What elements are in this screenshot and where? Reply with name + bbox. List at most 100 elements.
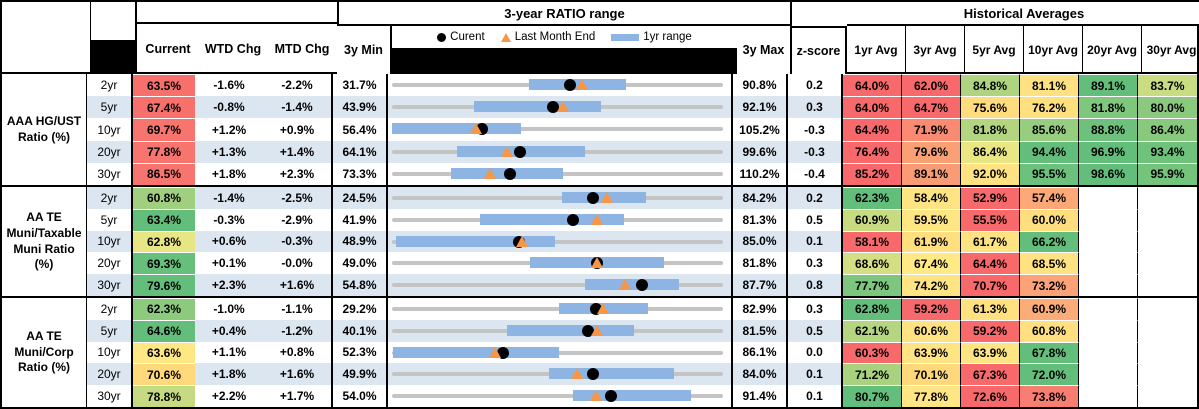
cell-current: 64.6%: [133, 319, 195, 342]
1yr-range-bar: [549, 368, 675, 380]
range-chart: [388, 96, 733, 119]
cell-tenor: 10yr: [87, 230, 133, 253]
cell-z-score: 0.0: [788, 341, 843, 364]
cell-avg-3yr: 58.4%: [902, 187, 961, 209]
cell-z-score: 0.3: [788, 96, 843, 119]
current-dot: [566, 213, 579, 226]
cell-avg-30yr: [1138, 230, 1197, 253]
last-month-triangle: [619, 279, 632, 291]
range-chart: [388, 319, 733, 342]
cell-current: 78.8%: [133, 385, 195, 407]
cell-3y-min: 43.9%: [333, 96, 388, 119]
group-label: AAA HG/UST Ratio (%): [2, 74, 87, 185]
cell-current: 62.8%: [133, 230, 195, 253]
cell-current: 70.6%: [133, 363, 195, 386]
table-row: 20yr 77.8% +1.3% +1.4% 64.1% 99.6% -0.3 76.4% 79…: [87, 140, 1197, 163]
cell-avg-1yr: 68.6%: [843, 252, 902, 275]
cell-avg-5yr: 52.9%: [961, 187, 1020, 209]
avg-column-header-3yr: 3yr Avg: [906, 26, 965, 74]
cell-mtd-chg: +1.4%: [263, 140, 333, 163]
cell-avg-5yr: 70.7%: [961, 274, 1020, 296]
avg-columns-header: 1yr Avg 3yr Avg 5yr Avg 10yr Avg 20yr Av…: [847, 26, 1199, 74]
cell-3y-max: 84.0%: [733, 363, 788, 386]
change-columns-header: Current WTD Chg MTD Chg: [137, 22, 337, 74]
current-dot: [605, 390, 618, 403]
cell-avg-3yr: 89.1%: [902, 162, 961, 186]
cell-tenor: 2yr: [87, 74, 133, 97]
cell-avg-30yr: [1138, 298, 1197, 320]
last-month-triangle: [556, 101, 569, 113]
legend-current: Curent: [437, 31, 485, 43]
table-body: AAA HG/UST Ratio (%) 2yr 63.5% -1.6% -2.2% 31…: [2, 74, 1197, 407]
cell-avg-3yr: 59.2%: [902, 298, 961, 320]
cell-tenor: 2yr: [87, 187, 133, 209]
cell-z-score: 0.5: [788, 208, 843, 231]
z-score-column-header: z-score: [792, 26, 847, 74]
range-chart: [388, 118, 733, 141]
cell-3y-max: 84.2%: [733, 187, 788, 209]
range-chart: [388, 208, 733, 231]
cell-avg-30yr: [1138, 187, 1197, 209]
cell-mtd-chg: -1.2%: [263, 319, 333, 342]
cell-avg-30yr: [1138, 341, 1197, 364]
cell-avg-5yr: 75.6%: [961, 96, 1020, 119]
cell-avg-1yr: 85.2%: [843, 162, 902, 186]
cell-mtd-chg: -1.4%: [263, 96, 333, 119]
cell-mtd-chg: -1.1%: [263, 298, 333, 320]
cell-wtd-chg: +1.8%: [211, 367, 247, 382]
group-column-header: [2, 2, 91, 74]
current-dot: [547, 101, 560, 114]
last-month-triangle: [590, 213, 603, 225]
cell-3y-min: 49.0%: [333, 252, 388, 275]
range-banner: 3-year RATIO range: [337, 2, 792, 26]
table-row: 5yr 67.4% -0.8% -1.4% 43.9% 92.1% 0.3 64.0% 64.7…: [87, 96, 1197, 119]
cell-avg-20yr: [1079, 385, 1138, 407]
cell-avg-5yr: 59.2%: [961, 319, 1020, 342]
table-row: 30yr 78.8% +2.2% +1.7% 54.0% 91.4% 0.1 80.7% 77.…: [87, 385, 1197, 407]
cell-avg-1yr: 62.1%: [843, 319, 902, 342]
cell-avg-10yr: 60.8%: [1020, 319, 1079, 342]
cell-current: 69.3%: [133, 252, 195, 275]
cell-z-score: 0.1: [788, 385, 843, 407]
cell-3y-max: 91.4%: [733, 385, 788, 407]
table-row: 20yr 69.3% +0.1% -0.0% 49.0% 81.8% 0.3 68.6% 67.…: [87, 252, 1197, 275]
table-row: 2yr 60.8% -1.4% -2.5% 24.5% 84.2% 0.2 62.3% 58.4…: [87, 187, 1197, 209]
cell-current: 63.4%: [133, 208, 195, 231]
cell-wtd-chg: -1.4%: [213, 190, 245, 205]
cell-current: 67.4%: [133, 96, 195, 119]
cell-mtd-chg: +1.6%: [263, 274, 333, 296]
cell-tenor: 20yr: [87, 363, 133, 386]
cell-3y-max: 86.1%: [733, 341, 788, 364]
chart-legend: Curent Last Month End 1yr range: [392, 26, 737, 48]
cell-avg-5yr: 86.4%: [961, 140, 1020, 163]
current-dot-icon: [437, 32, 447, 42]
cell-avg-20yr: [1079, 363, 1138, 386]
current-column-header: Current: [145, 42, 191, 56]
cell-tenor: 5yr: [87, 208, 133, 231]
cell-tenor: 10yr: [87, 341, 133, 364]
cell-z-score: 0.5: [788, 319, 843, 342]
cell-3y-min: 48.9%: [333, 230, 388, 253]
cell-avg-20yr: [1079, 208, 1138, 231]
cell-avg-1yr: 62.8%: [843, 298, 902, 320]
cell-avg-5yr: 81.8%: [961, 118, 1020, 141]
cell-avg-1yr: 80.7%: [843, 385, 902, 407]
current-dot: [635, 279, 648, 292]
cell-3y-max: 85.0%: [733, 230, 788, 253]
cell-avg-20yr: [1079, 274, 1138, 296]
cell-avg-1yr: 77.7%: [843, 274, 902, 296]
cell-avg-1yr: 62.3%: [843, 187, 902, 209]
avg-column-header-1yr: 1yr Avg: [847, 26, 906, 74]
1yr-range-bar: [474, 101, 602, 113]
cell-mtd-chg: -2.9%: [263, 208, 333, 231]
last-month-triangle: [591, 324, 604, 336]
cell-avg-20yr: 89.1%: [1079, 74, 1138, 97]
current-dot: [581, 324, 594, 337]
avg-column-header-30yr: 30yr Avg: [1146, 43, 1197, 57]
current-dot: [586, 368, 599, 381]
cell-avg-3yr: 62.0%: [902, 74, 961, 97]
cell-avg-3yr: 77.8%: [902, 385, 961, 407]
historical-averages-banner: Historical Averages: [847, 2, 1199, 26]
cell-tenor: 10yr: [87, 118, 133, 141]
